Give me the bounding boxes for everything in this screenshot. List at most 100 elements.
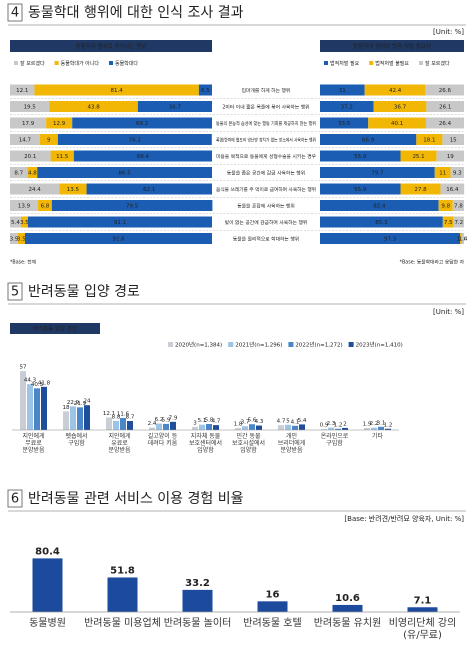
value-label: 18.1 bbox=[423, 138, 435, 144]
value-label: 57 bbox=[20, 365, 27, 371]
x-tick-label: 지인에게 유료로 분양받음 bbox=[108, 433, 131, 454]
bar-segment bbox=[37, 167, 212, 178]
value-label: 6.5 bbox=[201, 88, 210, 94]
value-label: 1.3 bbox=[457, 237, 466, 243]
bar-segment bbox=[442, 216, 454, 228]
legend-label: 2021년(n=1,296) bbox=[235, 341, 282, 349]
bar-segment bbox=[320, 101, 374, 112]
bar bbox=[120, 418, 126, 430]
bar-segment bbox=[10, 167, 28, 178]
unit-label: [Base: 반려견/반려묘 양육자, Unit: %] bbox=[344, 514, 464, 523]
bar-segment bbox=[10, 101, 50, 112]
bar-segment bbox=[434, 167, 451, 178]
bar-segment bbox=[10, 134, 40, 145]
bar bbox=[278, 425, 284, 430]
value-label: 2 bbox=[343, 421, 347, 427]
bar-segment bbox=[452, 200, 464, 211]
value-label: 80.4 bbox=[35, 546, 60, 557]
value-label: 7.2 bbox=[454, 220, 463, 226]
bar-segment bbox=[425, 117, 464, 129]
bar bbox=[342, 427, 348, 430]
legend-swatch bbox=[14, 61, 18, 65]
bar bbox=[335, 428, 341, 430]
value-label: 85.3 bbox=[375, 220, 388, 226]
bar-segment bbox=[10, 216, 21, 228]
bar-segment bbox=[442, 134, 464, 145]
legend-label: 동물학대가 아니다 bbox=[61, 60, 100, 67]
value-label: 8.7 bbox=[14, 171, 23, 177]
bar bbox=[328, 427, 334, 430]
value-label: 31 bbox=[339, 88, 346, 94]
bar-segment bbox=[198, 84, 212, 96]
value-label: 1.2 bbox=[384, 422, 393, 428]
value-label: 33.2 bbox=[185, 578, 210, 589]
row-label: 입마개를 하게 하는 행위 bbox=[242, 87, 291, 94]
section-number-box bbox=[7, 3, 23, 22]
row-label: 미용을 목적으로 동물에게 성형수술을 시키는 경우 bbox=[216, 153, 317, 160]
bar bbox=[156, 423, 162, 430]
bar bbox=[256, 425, 262, 430]
bar bbox=[299, 424, 305, 430]
legend-swatch bbox=[288, 342, 294, 347]
bar-segment bbox=[416, 134, 443, 145]
value-label: 7.5 bbox=[444, 220, 453, 226]
value-label: 92.6 bbox=[112, 237, 125, 243]
x-tick-label: 펫숍에서 구입함 bbox=[65, 433, 88, 447]
bar bbox=[163, 423, 169, 430]
legend-label: 동물학대다 bbox=[115, 60, 138, 67]
bar bbox=[371, 427, 377, 430]
value-label: 1.8 bbox=[234, 422, 243, 428]
x-tick-label: 개인 브리더에게 분양받음 bbox=[277, 433, 306, 454]
bar-segment bbox=[20, 216, 28, 228]
value-label: 7.9 bbox=[169, 415, 178, 421]
panel-title: 동물학대 행위의 법적 처벌 필요성 bbox=[353, 42, 431, 50]
panel-title: 동물학대 행위로 생각되는 행위 bbox=[75, 42, 146, 50]
value-label: 5 bbox=[286, 418, 290, 424]
value-label: 6.8 bbox=[41, 204, 50, 210]
chart-title-box bbox=[10, 323, 100, 334]
bar-segment bbox=[425, 84, 464, 96]
legend-swatch bbox=[228, 342, 234, 347]
value-label: 79.5 bbox=[126, 204, 139, 210]
value-label: 1.4 bbox=[459, 237, 468, 243]
bar-segment bbox=[137, 101, 212, 112]
bar-segment bbox=[10, 84, 35, 96]
value-label: 16 bbox=[266, 589, 280, 600]
value-label: 3.9 bbox=[10, 237, 19, 243]
bar bbox=[70, 406, 76, 430]
x-tick-label: 민간 동물 보호시설에서 입양함 bbox=[231, 433, 266, 454]
row-label: 동물의 본능적 습성에 맞는 행동 기회를 제공하지 않는 행위 bbox=[216, 120, 316, 127]
x-tick-label: 반려동물 놀이터 bbox=[163, 618, 232, 629]
value-label: 36.7 bbox=[394, 105, 407, 111]
value-label: 22.9 bbox=[67, 400, 80, 406]
value-label: 55.9 bbox=[354, 187, 367, 193]
value-label: 8.8 bbox=[112, 414, 121, 420]
value-label: 5.1 bbox=[198, 418, 207, 424]
value-label: 55.9 bbox=[354, 154, 367, 160]
value-label: 20.1 bbox=[24, 154, 36, 160]
value-label: 7.1 bbox=[414, 595, 432, 606]
bar bbox=[407, 607, 438, 612]
value-label: 12.1 bbox=[103, 411, 115, 417]
legend-swatch bbox=[324, 61, 328, 65]
bar bbox=[84, 405, 90, 430]
bar-segment bbox=[453, 216, 464, 228]
bar bbox=[249, 424, 255, 430]
value-label: 11 bbox=[439, 171, 446, 177]
bar bbox=[242, 426, 248, 430]
value-label: 27.8 bbox=[414, 187, 427, 193]
bar-segment bbox=[320, 200, 439, 211]
bar-segment bbox=[320, 84, 365, 96]
bar-segment bbox=[27, 216, 213, 228]
value-label: 5.6 bbox=[248, 418, 257, 424]
legend-label: 법적처벌 필요 bbox=[330, 60, 360, 67]
section-number: 6 bbox=[11, 492, 19, 507]
value-label: 9.8 bbox=[441, 204, 450, 210]
row-label: 빛이 없는 공간에 감금하여 사육하는 행위 bbox=[225, 219, 308, 226]
row-label: 동물을 혼잡에 사육하는 행위 bbox=[237, 203, 295, 210]
bar bbox=[34, 388, 40, 430]
value-label: 24 bbox=[84, 399, 91, 405]
bar-segment bbox=[59, 183, 87, 195]
value-label: 26.4 bbox=[439, 121, 452, 127]
